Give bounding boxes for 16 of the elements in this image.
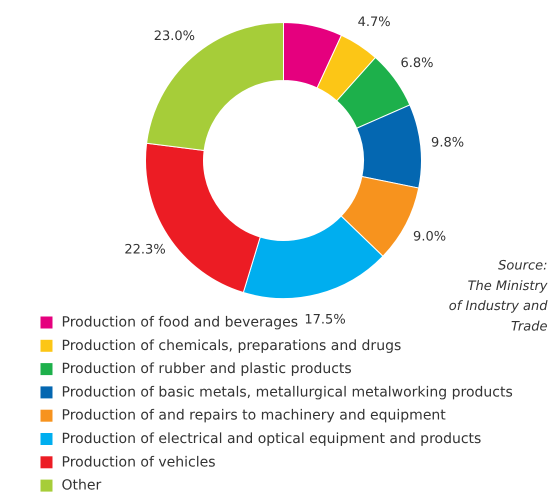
legend-label: Production of and repairs to machinery and equipment	[62, 408, 446, 424]
data-label: 9.8%	[431, 135, 464, 150]
legend-label: Production of electrical and optical equipment and products	[62, 431, 482, 447]
legend-label: Production of rubber and plastic products	[62, 361, 352, 378]
data-label: 9.0%	[413, 230, 446, 245]
legend-label: Production of basic metals, metallurgical metalworking products	[62, 384, 513, 400]
data-label: 6.8%	[400, 56, 434, 72]
legend-label: Production of chemicals, preparations and drugs	[62, 338, 402, 354]
data-label: 4.7%	[358, 15, 391, 30]
data-label: 17.5%	[304, 312, 346, 328]
legend-label: Production of food and beverages	[62, 314, 298, 330]
source-note: Source: The Ministry of Industry and Trade	[448, 258, 548, 334]
data-label: 23.0%	[154, 29, 196, 44]
legend-label: Production of vehicles	[62, 454, 216, 470]
data-label: 22.3%	[124, 242, 166, 258]
legend-label: Other	[62, 478, 102, 494]
